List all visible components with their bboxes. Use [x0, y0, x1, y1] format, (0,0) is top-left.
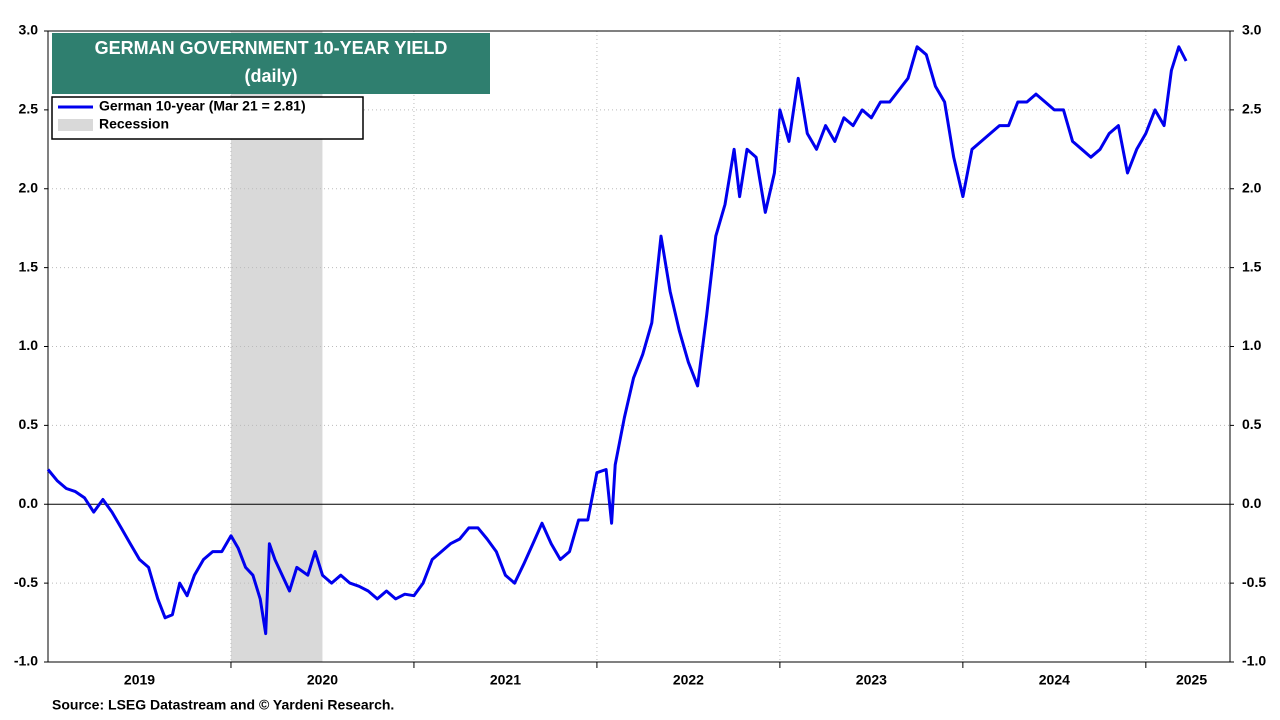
y2-tick-label: -1.0 [1242, 653, 1266, 669]
y2-tick-label: -0.5 [1242, 574, 1266, 590]
x-tick-label: 2024 [1039, 672, 1070, 688]
y-tick-label: -1.0 [14, 653, 38, 669]
legend-box [51, 96, 364, 140]
y-tick-label: 0.5 [19, 416, 39, 432]
y2-tick-label: 1.5 [1242, 258, 1262, 274]
legend-label: German 10-year (Mar 21 = 2.81) [99, 98, 306, 114]
x-tick-label: 2025 [1176, 672, 1207, 688]
y-tick-label: 1.0 [19, 337, 39, 353]
title-box [52, 33, 490, 94]
chart-title: GERMAN GOVERNMENT 10-YEAR YIELD [95, 38, 448, 58]
y-tick-label: 2.0 [19, 179, 39, 195]
y2-tick-label: 0.0 [1242, 495, 1262, 511]
legend-swatch [58, 119, 93, 131]
legend-label: Recession [99, 116, 169, 132]
y-tick-label: -0.5 [14, 574, 38, 590]
y2-tick-label: 0.5 [1242, 416, 1262, 432]
y-tick-label: 3.0 [19, 22, 39, 38]
plot-frame [47, 30, 1231, 663]
y-tick-label: 1.5 [19, 258, 39, 274]
x-tick-label: 2023 [856, 672, 887, 688]
x-tick-label: 2021 [490, 672, 521, 688]
data-line [46, 45, 1188, 636]
chart-subtitle: (daily) [244, 66, 297, 86]
y-tick-label: 2.5 [19, 101, 39, 117]
x-tick-label: 2020 [307, 672, 338, 688]
y-tick-label: 0.0 [19, 495, 39, 511]
y2-tick-label: 1.0 [1242, 337, 1262, 353]
source: Source: LSEG Datastream and © Yardeni Re… [52, 697, 394, 713]
y2-tick-label: 2.5 [1242, 101, 1262, 117]
x-tick-label: 2019 [124, 672, 155, 688]
y2-tick-label: 3.0 [1242, 22, 1262, 38]
y2-tick-label: 2.0 [1242, 179, 1262, 195]
x-tick-label: 2022 [673, 672, 704, 688]
